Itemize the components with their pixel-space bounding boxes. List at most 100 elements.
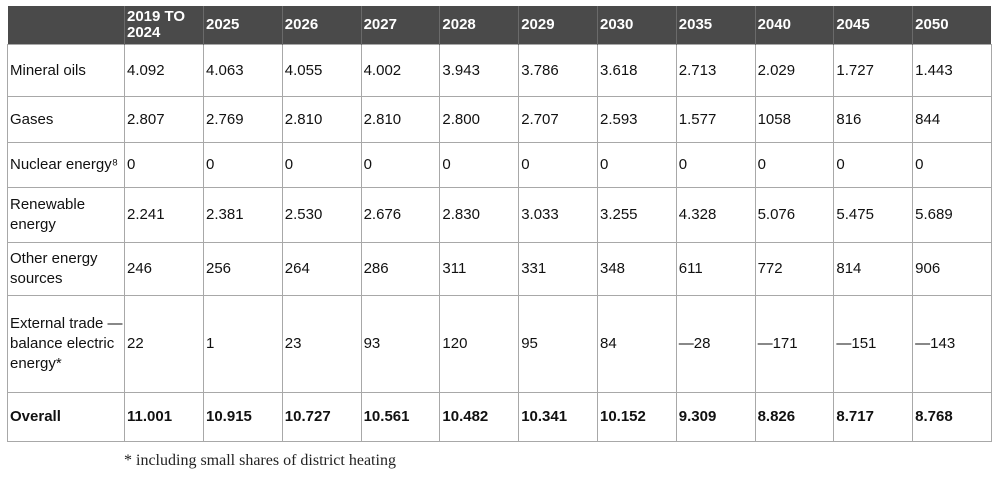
value-cell: 0 xyxy=(675,142,756,188)
value-cell: 331 xyxy=(518,242,598,296)
header-cell-2026: 2026 xyxy=(281,6,362,45)
table-body: Mineral oils 4.092 4.063 4.055 4.002 3.943 3.7… xyxy=(7,44,992,442)
value-cell: 8.717 xyxy=(833,392,914,442)
value-cell: 120 xyxy=(439,295,520,393)
value-cell: 2.707 xyxy=(518,96,598,143)
value-cell: 2.381 xyxy=(203,187,283,243)
value-cell: 2.800 xyxy=(439,96,520,143)
row-label-cell: Gases xyxy=(7,96,125,143)
value-cell: 2.810 xyxy=(281,96,362,143)
value-cell: 2.676 xyxy=(360,187,441,243)
value-cell: 1.727 xyxy=(833,44,914,97)
row-label-cell: Renewable energy xyxy=(7,187,125,243)
table-footnote: * including small shares of district hea… xyxy=(124,452,396,469)
value-cell: 3.255 xyxy=(596,187,677,243)
value-cell: 256 xyxy=(203,242,283,296)
value-cell: 84 xyxy=(596,295,677,393)
value-cell: 814 xyxy=(833,242,914,296)
value-cell: 2.241 xyxy=(124,187,204,243)
value-cell: 0 xyxy=(518,142,598,188)
value-cell: 93 xyxy=(360,295,441,393)
value-cell: 10.152 xyxy=(596,392,677,442)
value-cell: 2.830 xyxy=(439,187,520,243)
value-cell: 264 xyxy=(281,242,362,296)
value-cell: 4.092 xyxy=(124,44,204,97)
energy-table-container: 2019 TO 2024 2025 2026 2027 2028 2029 20… xyxy=(7,6,992,442)
value-cell: 23 xyxy=(281,295,362,393)
row-label-cell: Other energy sources xyxy=(7,242,125,296)
table-row: Gases 2.807 2.769 2.810 2.810 2.800 2.707 2.593… xyxy=(7,96,992,143)
value-cell: 0 xyxy=(439,142,520,188)
value-cell: 2.769 xyxy=(203,96,283,143)
value-cell: 11.001 xyxy=(124,392,204,442)
value-cell: 10.341 xyxy=(518,392,598,442)
value-cell: 1.443 xyxy=(912,44,992,97)
value-cell: 10.727 xyxy=(281,392,362,442)
header-cell-label xyxy=(7,6,125,45)
table-row: External trade —balance electric energy*… xyxy=(7,295,992,393)
table-row: Overall 11.001 10.915 10.727 10.561 10.482 10.… xyxy=(7,392,992,442)
value-cell: 10.561 xyxy=(360,392,441,442)
row-label-cell: Overall xyxy=(7,392,125,442)
value-cell: 0 xyxy=(912,142,992,188)
value-cell: —28 xyxy=(675,295,756,393)
value-cell: 2.530 xyxy=(281,187,362,243)
value-cell: 1 xyxy=(203,295,283,393)
header-cell-2025: 2025 xyxy=(203,6,283,45)
value-cell: 95 xyxy=(518,295,598,393)
value-cell: 0 xyxy=(124,142,204,188)
value-cell: 2.713 xyxy=(675,44,756,97)
value-cell: 4.063 xyxy=(203,44,283,97)
value-cell: 10.915 xyxy=(203,392,283,442)
value-cell: 10.482 xyxy=(439,392,520,442)
value-cell: 1058 xyxy=(754,96,835,143)
value-cell: 4.328 xyxy=(675,187,756,243)
value-cell: 4.055 xyxy=(281,44,362,97)
header-cell-2035: 2035 xyxy=(675,6,756,45)
value-cell: 4.002 xyxy=(360,44,441,97)
header-cell-2030: 2030 xyxy=(596,6,677,45)
value-cell: 5.076 xyxy=(754,187,835,243)
value-cell: 8.768 xyxy=(912,392,992,442)
energy-consumption-table: 2019 TO 2024 2025 2026 2027 2028 2029 20… xyxy=(7,6,992,442)
header-cell-2045: 2045 xyxy=(833,6,913,45)
value-cell: 311 xyxy=(439,242,520,296)
value-cell: 0 xyxy=(596,142,677,188)
value-cell: 5.689 xyxy=(912,187,992,243)
value-cell: 3.943 xyxy=(439,44,520,97)
value-cell: 2.593 xyxy=(596,96,677,143)
value-cell: 5.475 xyxy=(833,187,914,243)
value-cell: 2.029 xyxy=(754,44,835,97)
table-row: Renewable energy 2.241 2.381 2.530 2.676 2.83… xyxy=(7,187,992,243)
value-cell: 286 xyxy=(360,242,441,296)
value-cell: 2.810 xyxy=(360,96,441,143)
row-label-cell: Mineral oils xyxy=(7,44,125,97)
header-row: 2019 TO 2024 2025 2026 2027 2028 2029 20… xyxy=(7,6,992,45)
value-cell: 3.786 xyxy=(518,44,598,97)
value-cell: 772 xyxy=(754,242,835,296)
value-cell: 1.577 xyxy=(675,96,756,143)
value-cell: 9.309 xyxy=(675,392,756,442)
header-cell-2050: 2050 xyxy=(912,6,992,45)
header-cell-2040: 2040 xyxy=(754,6,834,45)
value-cell: 0 xyxy=(754,142,835,188)
row-label-cell: External trade —balance electric energy* xyxy=(7,295,125,393)
value-cell: 246 xyxy=(124,242,204,296)
header-cell-2028: 2028 xyxy=(439,6,519,45)
value-cell: 611 xyxy=(675,242,756,296)
value-cell: —151 xyxy=(833,295,914,393)
header-cell-2019-to-2024: 2019 TO 2024 xyxy=(124,6,204,45)
value-cell: 2.807 xyxy=(124,96,204,143)
value-cell: 0 xyxy=(360,142,441,188)
value-cell: 906 xyxy=(912,242,992,296)
value-cell: 0 xyxy=(203,142,283,188)
value-cell: 0 xyxy=(833,142,914,188)
value-cell: 816 xyxy=(833,96,914,143)
value-cell: 8.826 xyxy=(754,392,835,442)
row-label-cell: Nuclear energy⁸ xyxy=(7,142,125,188)
value-cell: 22 xyxy=(124,295,204,393)
value-cell: —171 xyxy=(754,295,835,393)
value-cell: 348 xyxy=(596,242,677,296)
value-cell: —143 xyxy=(912,295,992,393)
header-cell-2029: 2029 xyxy=(518,6,598,45)
